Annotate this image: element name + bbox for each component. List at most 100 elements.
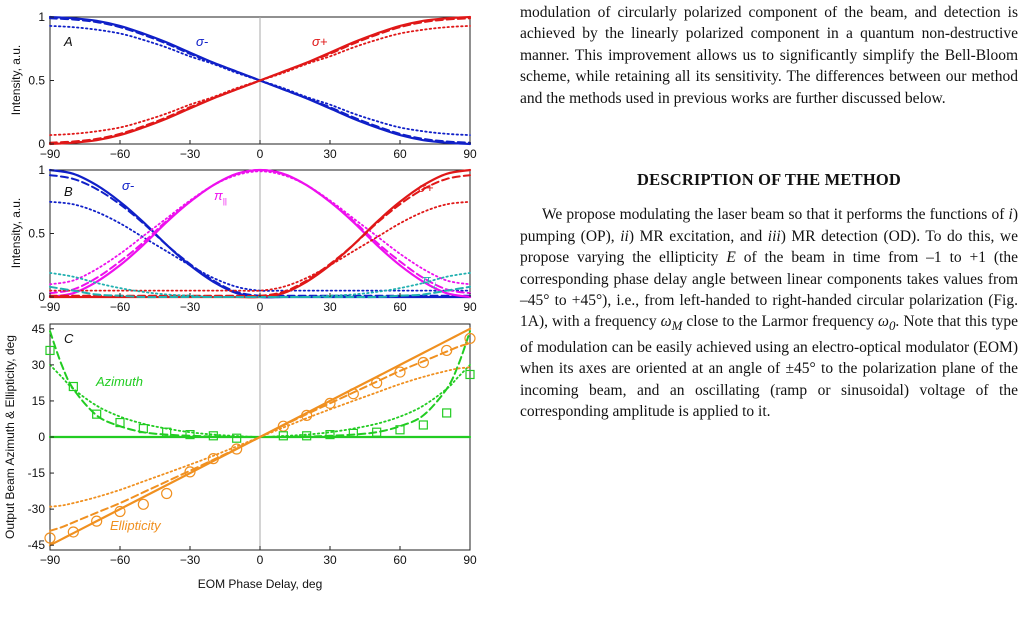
- data-point-panel-c-0-11: [324, 397, 336, 409]
- data-point-panel-c-0-10: [301, 409, 313, 421]
- data-point-panel-c-1-1: [68, 381, 78, 392]
- panel-b-chart: −90 −60 −30 0 30 60 90 0 0.5 1 B σ- σ+ π|| π⊥ Int…: [9, 163, 477, 314]
- data-point-panel-c-0-15: [417, 356, 429, 369]
- data-point-panel-c-1-14: [395, 425, 405, 435]
- data-point-panel-c-1-11: [325, 429, 335, 440]
- data-point-panel-c-1-10: [302, 431, 312, 441]
- x-tick-label-panel-c-2: −30: [180, 553, 201, 567]
- y-tick-label-panel-c-3: 0: [38, 430, 45, 444]
- x-tick-label-panel-b-3: 0: [257, 300, 264, 314]
- panel-c-y-axis-label: Output Beam Azimuth & Ellipticity, deg: [3, 335, 17, 539]
- data-point-panel-c-1-3: [115, 417, 125, 428]
- panel-a-series: [48, 15, 472, 146]
- y-tick-label-panel-c-5: 30: [32, 358, 46, 372]
- x-tick-label-panel-b-0: −90: [40, 300, 61, 314]
- symbol-omega-m: ωM: [660, 313, 683, 334]
- x-tick-label-panel-c-3: 0: [257, 553, 264, 567]
- panel-b-sigma-minus-label: σ-: [122, 178, 135, 193]
- y-tick-label-panel-a-1: 0.5: [28, 74, 45, 88]
- data-point-panel-c-0-6: [184, 466, 196, 478]
- series-line-panel-c-5: [49, 366, 471, 508]
- item-ii: ii: [620, 227, 629, 245]
- item-i: i: [1008, 206, 1013, 224]
- data-point-panel-c-1-6: [185, 429, 195, 440]
- data-point-panel-c-0-14: [394, 366, 406, 378]
- data-point-panel-c-1-17: [465, 369, 475, 380]
- panel-a-ticks: −90 −60 −30 0 30 60 90 0 0.5 1: [28, 10, 477, 161]
- figure-1: −90 −60 −30 0 30 60 90 0 0.5 1 A σ- σ+ Intensity,…: [3, 10, 477, 591]
- panel-b-y-axis-label: Intensity, a.u.: [9, 198, 23, 268]
- panel-b-ticks: −90 −60 −30 0 30 60 90 0 0.5 1: [28, 163, 477, 314]
- x-tick-label-panel-b-4: 30: [323, 300, 337, 314]
- panel-b-sigma-plus-label: σ+: [418, 180, 434, 195]
- panel-c-label: C: [64, 331, 74, 346]
- data-point-panel-c-1-2: [92, 409, 102, 419]
- y-tick-label-panel-b-2: 1: [38, 163, 45, 177]
- panel-a-label: A: [63, 34, 73, 49]
- data-point-panel-c-0-17: [464, 332, 476, 345]
- panel-c-series: [44, 327, 476, 547]
- data-point-panel-c-1-4: [138, 423, 148, 434]
- method-text-2: ) pumping (OP),: [520, 206, 1018, 245]
- y-tick-label-panel-a-2: 1: [38, 10, 45, 24]
- x-tick-label-panel-a-5: 60: [393, 147, 407, 161]
- panel-c-chart: −90 −60 −30 0 30 60 90 -45 -30 -15 0 15 30 45 C Azimu…: [3, 322, 477, 591]
- x-tick-label-panel-b-1: −60: [110, 300, 131, 314]
- data-point-panel-c-0-3: [114, 505, 126, 518]
- y-tick-label-panel-c-6: 45: [32, 322, 46, 336]
- series-line-panel-b-4: [49, 168, 471, 295]
- panel-c-x-axis-label: EOM Phase Delay, deg: [198, 577, 323, 591]
- x-tick-label-panel-a-3: 0: [257, 147, 264, 161]
- y-tick-label-panel-a-0: 0: [38, 137, 45, 151]
- method-text-1: We propose modulating the laser beam so …: [542, 206, 1009, 224]
- symbol-omega-0: ω0: [878, 313, 896, 334]
- series-line-panel-b-2: [49, 200, 471, 292]
- x-tick-label-panel-c-4: 30: [323, 553, 337, 567]
- y-tick-label-panel-c-1: -30: [28, 502, 46, 516]
- panel-c-azimuth-label: Azimuth: [95, 374, 143, 389]
- data-point-panel-c-1-5: [162, 427, 172, 437]
- method-text-6: close to the Larmor frequency: [682, 313, 879, 331]
- data-point-panel-c-0-8: [231, 443, 243, 455]
- data-point-panel-c-1-7: [208, 431, 218, 441]
- panel-b-pi-perp-label: π⊥: [422, 272, 438, 290]
- item-iii: iii: [767, 227, 781, 245]
- data-point-panel-c-0-7: [207, 453, 219, 465]
- x-tick-label-panel-a-0: −90: [40, 147, 61, 161]
- method-text-4: ) MR detection (OD). To do this, we prop…: [520, 227, 1019, 267]
- data-point-panel-c-0-9: [277, 420, 289, 432]
- x-tick-label-panel-b-5: 60: [393, 300, 407, 314]
- method-text-3: ) MR excitation, and: [628, 227, 768, 245]
- panel-a-chart: −90 −60 −30 0 30 60 90 0 0.5 1 A σ- σ+ Intensity,…: [9, 10, 477, 161]
- panel-a-y-axis-label: Intensity, a.u.: [9, 45, 23, 115]
- panel-a-sigma-plus-label: σ+: [312, 34, 328, 49]
- y-tick-label-panel-c-0: -45: [28, 538, 46, 552]
- y-tick-label-panel-c-2: -15: [28, 466, 46, 480]
- data-point-panel-c-0-0: [44, 532, 56, 544]
- data-point-panel-c-0-1: [67, 526, 79, 538]
- panel-c-ellipticity-label: Ellipticity: [110, 518, 162, 533]
- data-point-panel-c-0-16: [441, 344, 453, 357]
- x-tick-label-panel-c-6: 90: [463, 553, 477, 567]
- symbol-e: E: [726, 249, 736, 267]
- data-point-panel-c-1-0: [45, 345, 55, 356]
- data-point-panel-c-0-5: [161, 487, 173, 500]
- data-point-panel-c-1-15: [418, 420, 428, 430]
- panel-c-ticks: −90 −60 −30 0 30 60 90 -45 -30 -15 0 15 30 45: [28, 322, 477, 567]
- intro-paragraph: modulation of circularly polarized compo…: [520, 4, 1018, 107]
- y-tick-label-panel-c-4: 15: [32, 394, 46, 408]
- x-tick-label-panel-a-4: 30: [323, 147, 337, 161]
- series-line-panel-a-5: [49, 25, 471, 136]
- x-tick-label-panel-c-5: 60: [393, 553, 407, 567]
- series-line-panel-b-5: [49, 170, 471, 286]
- x-tick-label-panel-b-2: −30: [180, 300, 201, 314]
- series-line-panel-b-8: [49, 200, 471, 292]
- y-tick-label-panel-b-1: 0.5: [28, 227, 45, 241]
- section-heading: DESCRIPTION OF THE METHOD: [637, 170, 901, 190]
- method-text-7: . Note that this type of modulation can …: [520, 313, 1018, 421]
- x-tick-label-panel-a-1: −60: [110, 147, 131, 161]
- data-point-panel-c-0-12: [347, 388, 359, 400]
- data-point-panel-c-1-13: [372, 427, 382, 437]
- x-tick-label-panel-c-0: −90: [40, 553, 61, 567]
- text-column: modulation of circularly polarized compo…: [520, 2, 1018, 423]
